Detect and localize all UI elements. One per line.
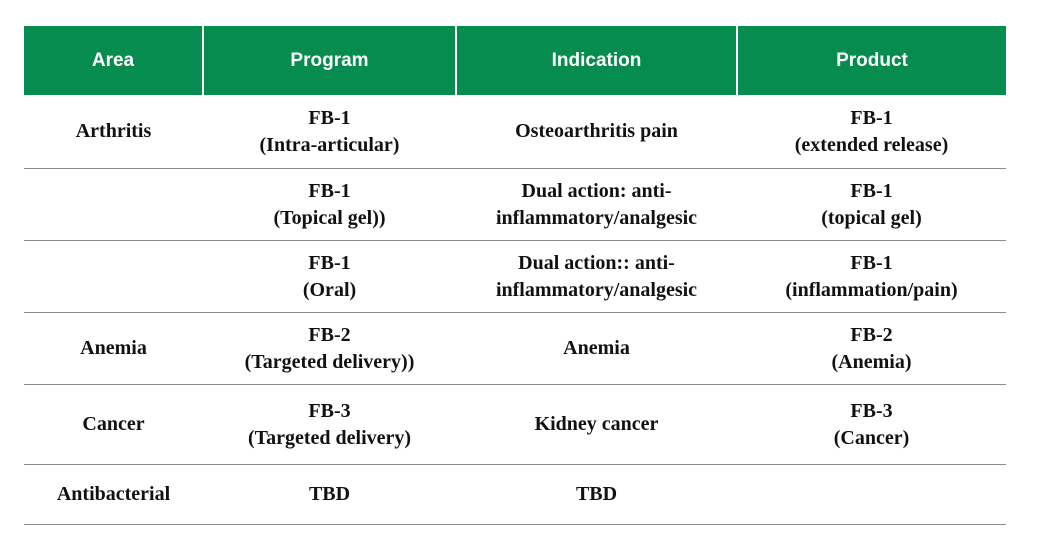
cell-line: TBD	[575, 483, 618, 505]
header-product: Product	[736, 26, 1006, 95]
table-row: Cancer FB-3 (Targeted delivery) Kidney c…	[24, 384, 1006, 465]
table-row: Anemia FB-2 (Targeted delivery)) Anemia …	[24, 312, 1006, 385]
cell-line: (Targeted delivery))	[244, 350, 415, 373]
cell-line: (Oral)	[302, 278, 357, 301]
cell-product: FB-1 (inflammation/pain)	[737, 240, 1006, 313]
cell-product: FB-1 (extended release)	[737, 95, 1006, 169]
cell-line: Anemia	[80, 337, 147, 359]
cell-line: TBD	[308, 483, 351, 505]
cell-area	[24, 168, 203, 241]
cell-program: FB-3 (Targeted delivery)	[203, 384, 456, 465]
cell-line: (extended release)	[794, 133, 949, 156]
cell-line: inflammatory/analgesic	[495, 278, 698, 301]
cell-line: FB-1	[308, 179, 351, 202]
cell-line: FB-1	[850, 179, 893, 202]
table-row: Antibacterial TBD TBD	[24, 464, 1006, 525]
cell-line: Dual action: anti-	[521, 179, 672, 202]
cell-line: FB-3	[850, 399, 893, 422]
table-row: FB-1 (Oral) Dual action:: anti- inflamma…	[24, 240, 1006, 313]
cell-program: TBD	[203, 464, 456, 525]
cell-line: Dual action:: anti-	[518, 251, 675, 274]
cell-indication: Dual action:: anti- inflammatory/analges…	[456, 240, 737, 313]
cell-indication: Dual action: anti- inflammatory/analgesi…	[456, 168, 737, 241]
cell-line: inflammatory/analgesic	[495, 206, 698, 229]
cell-area: Arthritis	[24, 95, 203, 169]
cell-line: (inflammation/pain)	[785, 278, 958, 301]
header-program: Program	[202, 26, 456, 95]
cell-indication: TBD	[456, 464, 737, 525]
cell-area: Anemia	[24, 312, 203, 385]
cell-indication: Osteoarthritis pain	[456, 95, 737, 169]
cell-line: Kidney cancer	[534, 413, 659, 435]
cell-product: FB-3 (Cancer)	[737, 384, 1006, 465]
cell-line: FB-1	[850, 106, 893, 129]
header-indication: Indication	[455, 26, 737, 95]
cell-indication: Kidney cancer	[456, 384, 737, 465]
cell-line: FB-3	[308, 399, 351, 422]
cell-program: FB-2 (Targeted delivery))	[203, 312, 456, 385]
cell-program: FB-1 (Topical gel))	[203, 168, 456, 241]
cell-line: Osteoarthritis pain	[515, 120, 678, 142]
cell-line: (topical gel)	[821, 206, 922, 229]
cell-line: Cancer	[82, 413, 145, 435]
cell-line: FB-1	[308, 251, 351, 274]
cell-program: FB-1 (Intra-articular)	[203, 95, 456, 169]
header-row: Area Program Indication Product	[24, 26, 1006, 95]
table-body: Arthritis FB-1 (Intra-articular) Osteoar…	[24, 95, 1006, 525]
cell-line: (Anemia)	[831, 350, 912, 373]
cell-line: FB-1	[308, 106, 351, 129]
cell-area: Cancer	[24, 384, 203, 465]
cell-line: (Topical gel))	[273, 206, 386, 229]
cell-area: Antibacterial	[24, 464, 203, 525]
cell-product: FB-2 (Anemia)	[737, 312, 1006, 385]
table-header: Area Program Indication Product	[24, 26, 1006, 95]
table-row: Arthritis FB-1 (Intra-articular) Osteoar…	[24, 95, 1006, 169]
cell-line: (Intra-articular)	[259, 133, 400, 156]
cell-line: (Targeted delivery)	[247, 426, 412, 449]
cell-product	[737, 464, 1006, 525]
cell-line: FB-1	[850, 251, 893, 274]
pipeline-table: Area Program Indication Product Arthriti…	[24, 26, 1006, 525]
cell-line: Anemia	[563, 337, 630, 359]
cell-line: Arthritis	[75, 120, 152, 142]
cell-indication: Anemia	[456, 312, 737, 385]
cell-line: (Cancer)	[833, 426, 910, 449]
cell-line: FB-2	[308, 323, 351, 346]
cell-area	[24, 240, 203, 313]
cell-line: Antibacterial	[56, 483, 171, 505]
cell-program: FB-1 (Oral)	[203, 240, 456, 313]
table-row: FB-1 (Topical gel)) Dual action: anti- i…	[24, 168, 1006, 241]
header-area: Area	[24, 26, 203, 95]
cell-line: FB-2	[850, 323, 893, 346]
cell-product: FB-1 (topical gel)	[737, 168, 1006, 241]
